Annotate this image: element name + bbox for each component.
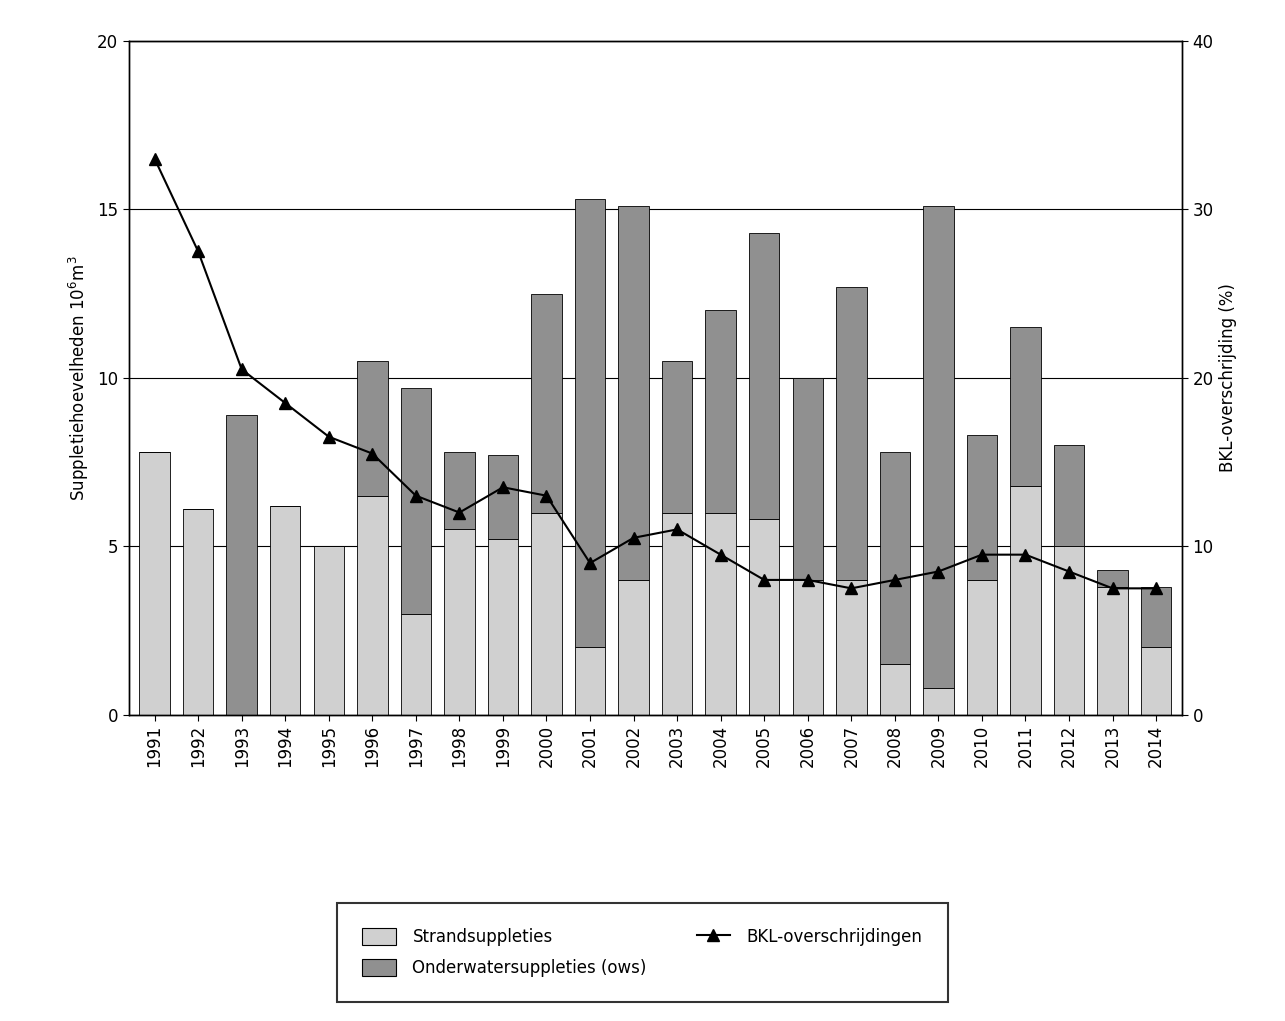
Bar — [662, 513, 693, 715]
Bar — [1054, 546, 1085, 715]
Bar — [749, 233, 780, 520]
Bar — [226, 415, 257, 715]
Bar — [618, 206, 649, 580]
Bar — [574, 199, 605, 647]
Bar — [182, 509, 213, 715]
Bar — [139, 452, 170, 715]
Bar — [445, 529, 474, 715]
Bar — [966, 580, 997, 715]
Bar — [1010, 486, 1041, 715]
Bar — [1097, 587, 1128, 715]
Bar — [270, 505, 301, 715]
Bar — [1141, 647, 1172, 715]
Bar — [618, 580, 649, 715]
Bar — [705, 310, 736, 513]
Bar — [880, 452, 910, 665]
Bar — [793, 378, 822, 580]
Bar — [966, 435, 997, 580]
Bar — [923, 206, 953, 688]
Bar — [837, 580, 866, 715]
Legend: Strandsuppleties, Onderwatersuppleties (ows), BKL-overschrijdingen: Strandsuppleties, Onderwatersuppleties (… — [338, 903, 947, 1003]
Bar — [357, 361, 388, 496]
Bar — [1141, 587, 1172, 647]
Bar — [488, 539, 518, 715]
Bar — [923, 688, 953, 715]
Bar — [880, 665, 910, 715]
Bar — [314, 546, 344, 715]
Bar — [357, 496, 388, 715]
Bar — [1097, 570, 1128, 587]
Bar — [749, 520, 780, 715]
Bar — [445, 452, 474, 529]
Bar — [705, 513, 736, 715]
Bar — [574, 647, 605, 715]
Bar — [1054, 445, 1085, 546]
Bar — [662, 361, 693, 513]
Bar — [1010, 327, 1041, 486]
Bar — [793, 580, 822, 715]
Bar — [401, 614, 430, 715]
Y-axis label: Suppletiehoevelheden 10$^6$m$^3$: Suppletiehoevelheden 10$^6$m$^3$ — [67, 255, 91, 500]
Y-axis label: BKL-overschrijding (%): BKL-overschrijding (%) — [1219, 284, 1237, 472]
Bar — [531, 513, 562, 715]
Bar — [837, 287, 866, 580]
Bar — [531, 294, 562, 513]
Bar — [488, 455, 518, 539]
Bar — [401, 388, 430, 614]
